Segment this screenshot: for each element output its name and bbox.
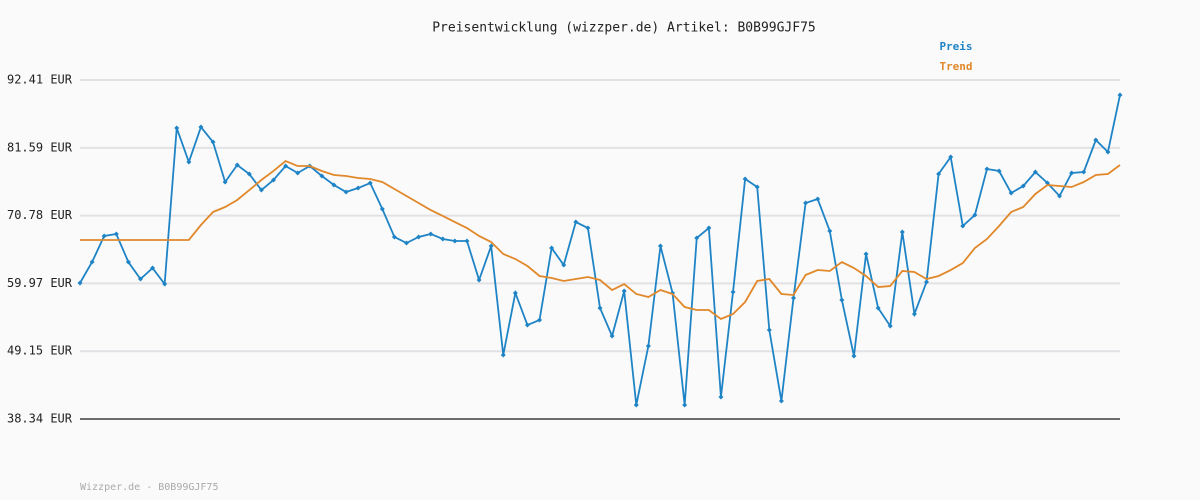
point-marker <box>1069 170 1075 176</box>
point-marker <box>234 162 240 168</box>
point-marker <box>730 289 736 295</box>
point-marker <box>549 245 555 251</box>
y-tick-label: 38.34 EUR <box>7 412 73 426</box>
point-marker <box>645 343 651 349</box>
point-marker <box>343 189 349 195</box>
y-tick-label: 49.15 EUR <box>7 344 73 358</box>
point-marker <box>89 259 95 265</box>
point-marker <box>137 276 143 282</box>
point-marker <box>283 163 289 169</box>
point-marker <box>597 305 603 311</box>
point-marker <box>464 238 470 244</box>
point-marker <box>851 353 857 359</box>
y-tick-label: 70.78 EUR <box>7 208 73 222</box>
point-marker <box>452 238 458 244</box>
point-marker <box>404 240 410 246</box>
point-marker <box>924 279 930 285</box>
point-marker <box>174 125 180 131</box>
point-marker <box>391 234 397 240</box>
point-marker <box>633 402 639 408</box>
point-marker <box>754 184 760 190</box>
point-marker <box>766 327 772 333</box>
point-marker <box>1117 92 1123 98</box>
point-marker <box>875 305 881 311</box>
point-marker <box>972 212 978 218</box>
point-marker <box>694 235 700 241</box>
point-marker <box>186 159 192 165</box>
point-marker <box>246 171 252 177</box>
point-marker <box>778 398 784 404</box>
point-marker <box>440 236 446 242</box>
point-marker <box>1032 169 1038 175</box>
point-marker <box>1008 190 1014 196</box>
point-marker <box>887 323 893 329</box>
point-marker <box>379 206 385 212</box>
point-marker <box>125 259 131 265</box>
legend-label: Trend <box>939 60 972 73</box>
point-marker <box>984 166 990 172</box>
point-marker <box>1020 183 1026 189</box>
point-marker <box>682 402 688 408</box>
series-line <box>80 159 1121 321</box>
point-marker <box>331 182 337 188</box>
point-marker <box>162 281 168 287</box>
point-marker <box>537 317 543 323</box>
point-marker <box>803 200 809 206</box>
point-marker <box>657 243 663 249</box>
point-marker <box>718 394 724 400</box>
point-marker <box>815 196 821 202</box>
point-marker <box>150 265 156 271</box>
point-marker <box>899 229 905 235</box>
point-marker <box>428 231 434 237</box>
point-marker <box>222 179 228 185</box>
point-marker <box>561 262 567 268</box>
point-marker <box>500 352 506 358</box>
y-tick-label: 92.41 EUR <box>7 73 73 87</box>
point-marker <box>1093 137 1099 143</box>
point-marker <box>573 219 579 225</box>
y-tick-label: 59.97 EUR <box>7 276 73 290</box>
point-marker <box>936 171 942 177</box>
point-marker <box>295 170 301 176</box>
point-marker <box>706 225 712 231</box>
chart-title: Preisentwicklung (wizzper.de) Artikel: B… <box>432 21 816 36</box>
point-marker <box>319 173 325 179</box>
point-marker <box>742 176 748 182</box>
point-marker <box>911 311 917 317</box>
point-marker <box>488 243 494 249</box>
point-marker <box>621 288 627 294</box>
point-marker <box>258 187 264 193</box>
point-marker <box>863 251 869 257</box>
point-marker <box>512 290 518 296</box>
point-marker <box>524 322 530 328</box>
footer: Wizzper.de - B0B99GJF75 <box>80 482 218 493</box>
point-marker <box>827 228 833 234</box>
point-marker <box>1081 169 1087 175</box>
point-marker <box>1105 149 1111 155</box>
point-marker <box>948 154 954 160</box>
point-marker <box>77 280 83 286</box>
point-marker <box>790 295 796 301</box>
point-marker <box>1057 193 1063 199</box>
point-marker <box>270 177 276 183</box>
point-marker <box>113 231 119 237</box>
point-marker <box>416 234 422 240</box>
point-marker <box>996 168 1002 174</box>
point-marker <box>210 139 216 145</box>
legend-label: Preis <box>939 40 972 53</box>
point-marker <box>609 333 615 339</box>
point-marker <box>198 124 204 130</box>
point-marker <box>101 233 107 239</box>
point-marker <box>960 223 966 229</box>
point-marker <box>839 297 845 303</box>
point-marker <box>367 180 373 186</box>
point-marker <box>585 225 591 231</box>
y-tick-label: 81.59 EUR <box>7 140 73 154</box>
point-marker <box>355 185 361 191</box>
point-marker <box>476 277 482 283</box>
